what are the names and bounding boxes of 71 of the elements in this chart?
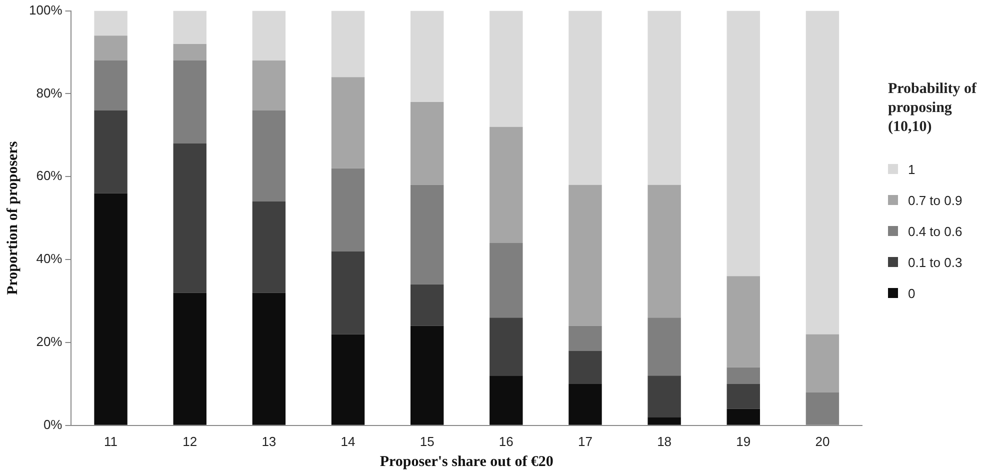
y-tick-label: 40% — [36, 251, 63, 266]
x-tick-label: 20 — [815, 434, 830, 449]
bar — [568, 184, 602, 326]
bar — [726, 367, 760, 384]
bar — [173, 10, 206, 44]
bar — [648, 10, 681, 185]
bar — [252, 10, 286, 61]
bar — [331, 10, 365, 78]
x-axis-title: Proposer's share out of €20 — [380, 454, 554, 470]
bar — [173, 60, 206, 144]
bar — [94, 36, 128, 61]
bar — [490, 10, 523, 127]
x-tick-label: 15 — [420, 434, 434, 449]
bar — [252, 60, 286, 110]
bar — [410, 102, 444, 185]
bar — [726, 10, 760, 276]
bar — [806, 334, 840, 392]
bar — [94, 60, 128, 110]
x-tick-label: 16 — [498, 434, 514, 449]
bar — [331, 77, 365, 168]
bar — [410, 326, 444, 425]
bar — [173, 44, 206, 61]
bar — [173, 143, 206, 293]
bar — [410, 10, 444, 102]
y-axis-title: Proportion of proposers — [4, 141, 21, 295]
bar — [331, 168, 365, 252]
legend-title: Probability of proposing (10,10) — [888, 80, 978, 137]
bar — [410, 184, 444, 284]
x-tick-label: 17 — [578, 434, 592, 449]
bar — [648, 376, 681, 418]
y-tick-label: 60% — [36, 168, 63, 184]
y-tick-label: 80% — [36, 85, 63, 100]
bar — [648, 318, 681, 376]
bar — [252, 292, 286, 425]
legend-label: 1 — [908, 162, 916, 176]
bar — [490, 126, 523, 243]
legend-label: 0.7 to 0.9 — [908, 192, 962, 208]
y-tick-label: 0% — [43, 416, 63, 432]
bar — [726, 408, 760, 425]
bar — [568, 350, 602, 384]
bar — [94, 10, 128, 36]
bar — [252, 110, 286, 202]
bar — [252, 202, 286, 293]
bar — [173, 292, 206, 425]
legend-label: 0.1 to 0.3 — [908, 254, 962, 270]
bar — [648, 417, 681, 425]
x-tick-label: 14 — [340, 434, 356, 449]
x-tick-label: 11 — [104, 434, 118, 449]
bar — [726, 276, 760, 368]
bar — [726, 384, 760, 409]
x-tick-label: 13 — [262, 434, 276, 449]
bar — [568, 10, 602, 185]
y-tick-label: 20% — [36, 334, 63, 350]
bar — [568, 326, 602, 351]
bar — [568, 384, 602, 425]
x-tick-label: 12 — [182, 434, 198, 449]
bar — [490, 376, 523, 425]
bar — [490, 318, 523, 376]
bar — [806, 10, 840, 334]
bar — [410, 284, 444, 326]
x-tick-label: 19 — [736, 434, 751, 449]
y-tick-label: 100% — [29, 2, 63, 18]
bar — [94, 110, 128, 194]
legend-label: 0.4 to 0.6 — [908, 224, 962, 238]
bar — [331, 251, 365, 334]
x-tick-label: 18 — [657, 434, 672, 449]
legend-label: 0 — [908, 286, 916, 300]
bar — [648, 184, 681, 318]
bar — [490, 242, 523, 318]
bar — [331, 334, 365, 425]
bar — [94, 193, 128, 425]
